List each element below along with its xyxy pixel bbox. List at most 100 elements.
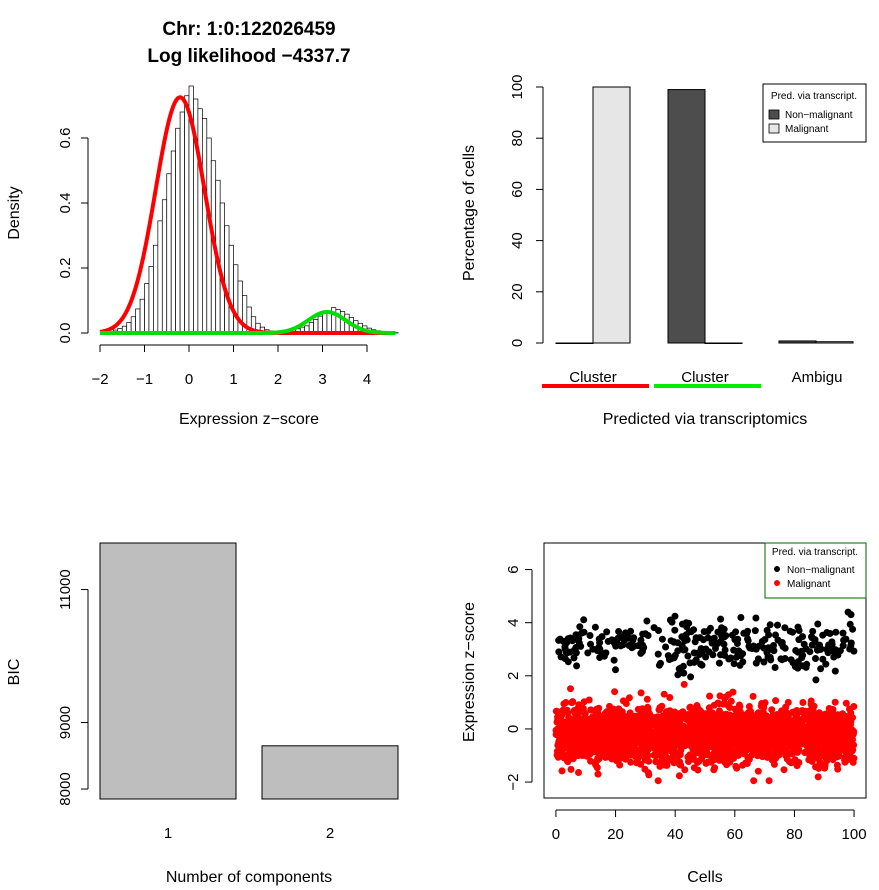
- histogram-title: Chr: 1:0:122026459: [162, 19, 335, 40]
- point-non-malignant: [817, 665, 825, 673]
- point-malignant: [823, 749, 830, 757]
- point-malignant: [652, 758, 660, 766]
- point-malignant: [774, 748, 782, 755]
- bar-non-malignant: [667, 89, 706, 344]
- bic-y-axis: 8000 9000 11000: [57, 569, 89, 806]
- point-non-malignant: [587, 640, 594, 648]
- point-non-malignant: [715, 659, 723, 667]
- y-tick-label: 8000: [57, 772, 74, 805]
- point-malignant: [676, 751, 684, 759]
- point-malignant: [571, 718, 579, 726]
- point-malignant: [590, 721, 598, 729]
- point-malignant: [591, 707, 599, 714]
- point-malignant: [805, 738, 813, 746]
- point-malignant: [624, 738, 632, 746]
- point-non-malignant: [800, 640, 808, 648]
- point-malignant: [649, 736, 657, 744]
- point-malignant: [594, 770, 602, 778]
- point-non-malignant: [591, 623, 599, 631]
- point-malignant: [782, 712, 790, 720]
- point-non-malignant: [750, 642, 758, 650]
- point-non-malignant: [620, 636, 628, 644]
- point-malignant: [600, 749, 608, 757]
- point-non-malignant: [638, 648, 646, 656]
- point-malignant: [844, 744, 852, 752]
- point-malignant: [721, 699, 728, 707]
- point-malignant: [575, 701, 583, 709]
- point-non-malignant: [586, 632, 594, 639]
- bic-bar: [99, 542, 237, 800]
- point-malignant: [702, 740, 710, 748]
- point-malignant: [663, 741, 671, 749]
- point-malignant: [820, 731, 828, 739]
- point-malignant: [839, 715, 847, 723]
- bar-malignant: [815, 341, 854, 344]
- scatter-y-axis: −2 0 2 4 6: [505, 565, 533, 791]
- point-malignant: [714, 750, 721, 758]
- point-non-malignant: [610, 656, 618, 664]
- point-malignant: [838, 740, 846, 748]
- point-non-malignant: [670, 638, 678, 646]
- point-malignant: [608, 755, 616, 763]
- point-malignant: [664, 716, 672, 724]
- point-malignant: [793, 713, 801, 721]
- point-malignant: [596, 712, 604, 720]
- y-tick-label: 9000: [57, 706, 74, 739]
- point-malignant: [619, 697, 627, 705]
- point-malignant: [761, 699, 769, 707]
- prediction-legend: Pred. via transcript. Non−malignant Mali…: [762, 83, 867, 143]
- point-malignant: [736, 708, 744, 716]
- scatter-legend: Pred. via transcript. Non−malignant Mali…: [764, 542, 867, 599]
- y-tick-label: 0: [505, 725, 522, 733]
- point-malignant: [638, 727, 646, 735]
- y-tick-label: 6: [505, 565, 522, 573]
- x-tick-label: 60: [726, 826, 743, 843]
- point-malignant: [663, 761, 671, 769]
- point-non-malignant: [639, 630, 647, 638]
- x-tick-label: 4: [363, 371, 371, 388]
- point-non-malignant: [644, 632, 652, 639]
- x-tick-label: 2: [274, 371, 282, 388]
- point-malignant: [714, 725, 722, 733]
- prediction-bar-panel: Predicted via transcriptomics Percentage…: [461, 74, 867, 428]
- point-malignant: [770, 760, 778, 768]
- legend-box: [762, 83, 867, 143]
- point-non-malignant: [735, 647, 743, 655]
- scatter-legend-dot-malignant: [774, 580, 780, 586]
- point-non-malignant: [691, 638, 699, 646]
- point-malignant: [811, 752, 819, 760]
- histogram-bar: [130, 316, 136, 334]
- point-malignant: [613, 730, 621, 738]
- point-malignant: [621, 725, 629, 733]
- point-malignant: [842, 699, 850, 707]
- histogram-y-axis: 0.0 0.2 0.4 0.6: [57, 128, 89, 343]
- point-malignant: [627, 722, 635, 730]
- point-malignant: [793, 759, 801, 767]
- point-non-malignant: [718, 624, 726, 632]
- point-non-malignant: [698, 649, 706, 657]
- point-malignant: [759, 708, 767, 716]
- point-non-malignant: [733, 653, 740, 661]
- point-non-malignant: [670, 654, 678, 662]
- point-malignant: [566, 724, 574, 732]
- scatter-plot-frame: [543, 542, 867, 799]
- point-malignant: [817, 718, 825, 726]
- point-malignant: [606, 702, 613, 710]
- bic-panel: Number of components BIC 8000 9000 11000 1…: [6, 542, 399, 886]
- point-malignant: [644, 752, 652, 760]
- point-malignant: [699, 728, 707, 736]
- category-label: Ambigu: [792, 369, 843, 386]
- x-tick-label: 40: [667, 826, 684, 843]
- point-malignant: [755, 713, 763, 721]
- point-malignant: [715, 707, 723, 715]
- point-malignant: [838, 725, 846, 733]
- point-malignant: [673, 758, 681, 765]
- point-malignant: [831, 698, 839, 706]
- point-malignant: [643, 732, 651, 740]
- point-malignant: [823, 740, 831, 748]
- point-malignant: [705, 704, 713, 712]
- point-non-malignant: [828, 638, 836, 646]
- point-malignant: [631, 713, 638, 721]
- histogram-bar: [148, 266, 154, 334]
- point-non-malignant: [798, 654, 806, 662]
